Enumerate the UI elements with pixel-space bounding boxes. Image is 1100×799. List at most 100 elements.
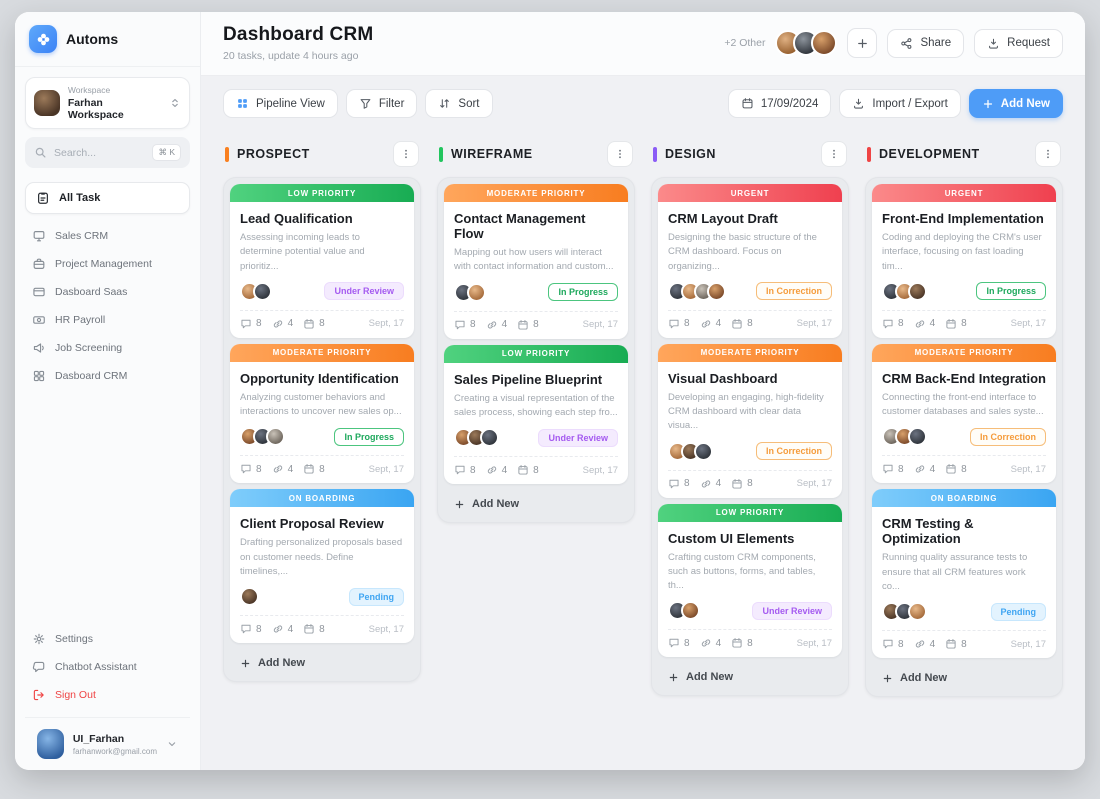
sidebar-item-dasboard-crm[interactable]: Dasboard CRM: [25, 362, 190, 390]
page-title: Dashboard CRM: [223, 24, 374, 45]
avatar: [811, 30, 838, 56]
add-card-button[interactable]: Add New: [658, 663, 842, 689]
task-card[interactable]: MODERATE PRIORITY Opportunity Identifica…: [230, 343, 414, 484]
link-icon: [273, 320, 282, 328]
priority-banner: LOW PRIORITY: [444, 344, 628, 363]
priority-banner: LOW PRIORITY: [230, 184, 414, 202]
column-title: WIREFRAME: [451, 147, 533, 161]
due-date: Sept, 17: [1010, 318, 1046, 330]
assignee-avatars: [240, 281, 272, 301]
link-icon: [701, 320, 710, 328]
search-box[interactable]: ⌘ K: [25, 137, 190, 168]
calendar-icon: [946, 318, 956, 329]
card-stats: 8 4 8 Sept, 17: [668, 309, 832, 330]
link-icon: [701, 639, 710, 647]
assignee-avatars: [454, 282, 486, 302]
column-header: PROSPECT: [223, 135, 421, 177]
links-stat: 4: [914, 638, 935, 650]
card-title: Client Proposal Review: [240, 516, 384, 532]
files-stat: 8: [303, 318, 325, 330]
import-export-button[interactable]: Import / Export: [839, 89, 961, 118]
link-icon: [701, 479, 710, 488]
sidebar-item-chatbot-assistant[interactable]: Chatbot Assistant: [25, 653, 190, 681]
column-menu-button[interactable]: [821, 141, 847, 167]
column-menu-button[interactable]: [393, 141, 419, 167]
status-badge: In Progress: [334, 427, 404, 446]
date-picker-button[interactable]: 17/09/2024: [727, 89, 832, 118]
task-card[interactable]: ON BOARDING CRM Testing & Optimization R…: [872, 489, 1056, 658]
avatar: [253, 281, 272, 301]
share-button[interactable]: Share: [887, 28, 965, 58]
sidebar-item-settings[interactable]: Settings: [25, 625, 190, 653]
search-input[interactable]: [54, 146, 146, 159]
task-card[interactable]: MODERATE PRIORITY Contact Management Flo…: [444, 184, 628, 339]
workspace-avatar: [34, 90, 60, 116]
workspace-label: Workspace: [67, 85, 111, 95]
add-member-button[interactable]: [847, 28, 878, 58]
sort-button[interactable]: Sort: [425, 89, 493, 118]
comment-icon: [455, 465, 465, 475]
card-description: Analyzing customer behaviors and interac…: [240, 391, 402, 417]
sidebar-item-hr-payroll[interactable]: HR Payroll: [25, 306, 190, 334]
add-card-button[interactable]: Add New: [444, 490, 628, 516]
files-stat: 8: [517, 319, 539, 331]
add-card-label: Add New: [258, 657, 306, 669]
sidebar-item-dasboard-saas[interactable]: Dasboard Saas: [25, 278, 190, 306]
task-card[interactable]: ON BOARDING Client Proposal Review Draft…: [230, 489, 414, 643]
link-icon: [915, 640, 924, 648]
sidebar-item-project-management[interactable]: Project Management: [25, 250, 190, 278]
sidebar-item-job-screening[interactable]: Job Screening: [25, 334, 190, 362]
calendar-icon: [304, 464, 314, 474]
priority-banner: MODERATE PRIORITY: [444, 184, 628, 202]
pipeline-view-button[interactable]: Pipeline View: [223, 89, 338, 118]
link-icon: [915, 465, 924, 473]
due-date: Sept, 17: [368, 318, 404, 330]
comments-stat: 8: [240, 463, 262, 475]
pipeline-view-label: Pipeline View: [256, 97, 325, 110]
avatar: [467, 282, 486, 302]
task-card[interactable]: MODERATE PRIORITY Visual Dashboard Devel…: [658, 343, 842, 498]
card-title: CRM Layout Draft: [668, 211, 778, 226]
avatar: [707, 281, 726, 301]
priority-banner: URGENT: [658, 184, 842, 202]
workspace-selector[interactable]: Workspace Farhan Workspace: [25, 77, 190, 129]
comment-icon: [883, 639, 893, 649]
column-menu-button[interactable]: [607, 141, 633, 167]
task-card[interactable]: URGENT CRM Layout Draft Designing the ba…: [658, 184, 842, 338]
column-development: DEVELOPMENT URGENT Front-End Implementat…: [865, 135, 1063, 697]
user-profile-card[interactable]: UI_Farhan farhanwork@gmail.com: [25, 717, 190, 770]
menu-label: HR Payroll: [55, 314, 106, 326]
sidebar-item-sign-out[interactable]: Sign Out: [25, 681, 190, 709]
column-header: DEVELOPMENT: [865, 135, 1063, 177]
column-title: DEVELOPMENT: [879, 147, 980, 161]
add-new-label: Add New: [1000, 97, 1050, 110]
column-title: PROSPECT: [237, 147, 310, 161]
request-button[interactable]: Request: [974, 28, 1063, 58]
column-menu-button[interactable]: [1035, 141, 1061, 167]
avatar: [240, 587, 259, 606]
task-card[interactable]: LOW PRIORITY Custom UI Elements Crafting…: [658, 503, 842, 658]
sidebar-item-sales-crm[interactable]: Sales CRM: [25, 222, 190, 250]
task-card[interactable]: LOW PRIORITY Lead Qualification Assessin…: [230, 184, 414, 338]
task-card[interactable]: LOW PRIORITY Sales Pipeline Blueprint Cr…: [444, 344, 628, 484]
sidebar-item-all-task[interactable]: All Task: [25, 182, 190, 214]
add-card-button[interactable]: Add New: [230, 649, 414, 675]
assignee-avatars: [882, 281, 927, 301]
task-card[interactable]: MODERATE PRIORITY CRM Back-End Integrati…: [872, 343, 1056, 484]
calendar-icon: [732, 318, 742, 329]
download-icon: [989, 38, 999, 49]
comment-icon: [241, 624, 251, 634]
comment-icon: [455, 320, 465, 329]
filter-button[interactable]: Filter: [345, 89, 418, 118]
task-card[interactable]: URGENT Front-End Implementation Coding a…: [872, 184, 1056, 338]
card-description: Crafting custom CRM components, such as …: [668, 551, 816, 592]
plus-icon: [669, 673, 678, 681]
comments-stat: 8: [240, 318, 262, 330]
add-new-button[interactable]: Add New: [968, 89, 1063, 118]
links-stat: 4: [700, 318, 721, 330]
team-avatars[interactable]: [775, 30, 838, 56]
assignee-avatars: [668, 281, 726, 301]
status-badge: Pending: [348, 587, 404, 606]
search-shortcut: ⌘ K: [152, 144, 181, 161]
add-card-button[interactable]: Add New: [872, 664, 1056, 690]
